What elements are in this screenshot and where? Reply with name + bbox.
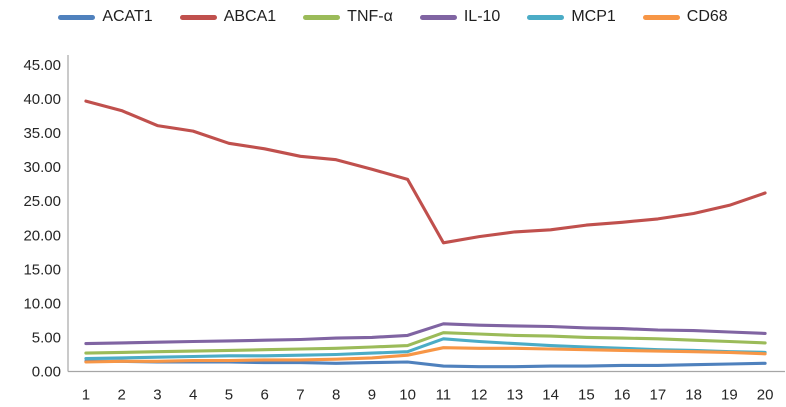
- x-tick-label: 2: [117, 387, 125, 404]
- y-tick-label: 5.00: [32, 329, 61, 346]
- legend-line-swatch-il-10: [419, 14, 457, 20]
- series-line-abca1: [84, 99, 767, 245]
- legend-line-swatch-abca1: [179, 14, 217, 20]
- x-tick-label: 3: [153, 387, 161, 404]
- y-tick-label: 45.00: [23, 57, 61, 74]
- y-tick-label: 20.00: [23, 227, 61, 244]
- x-tick-label: 1: [82, 387, 90, 404]
- legend-line-swatch-mcp1: [527, 14, 565, 20]
- x-tick-label: 5: [225, 387, 233, 404]
- x-tick-label: 20: [757, 387, 774, 404]
- legend-item-mcp1: MCP1: [527, 8, 616, 25]
- x-tick-label: 18: [685, 387, 702, 404]
- x-tick-label: 13: [507, 387, 524, 404]
- y-tick-label: 25.00: [23, 193, 61, 210]
- x-tick-label: 10: [399, 387, 416, 404]
- x-tick-label: 15: [578, 387, 595, 404]
- series-line-cd68: [84, 346, 767, 364]
- x-tick-label: 7: [296, 387, 304, 404]
- legend-label-il-10: IL-10: [463, 8, 501, 25]
- legend-item-tnf-alpha: TNF-α: [303, 9, 393, 25]
- x-tick-label: 11: [436, 387, 452, 404]
- x-tick-label: 4: [189, 387, 197, 404]
- legend-label-mcp1: MCP1: [571, 8, 616, 25]
- legend-line-swatch-cd68: [642, 14, 680, 20]
- x-tick-label: 16: [614, 387, 631, 404]
- y-tick-label: 35.00: [23, 125, 61, 142]
- x-tick-label: 17: [650, 387, 667, 404]
- legend-line-swatch-acat1: [58, 14, 96, 20]
- legend-item-il-10: IL-10: [419, 8, 501, 25]
- x-tick-label: 8: [332, 387, 340, 404]
- x-tick-label: 9: [368, 387, 376, 404]
- x-tick-label: 14: [542, 387, 559, 404]
- y-tick-label: 15.00: [23, 261, 61, 278]
- legend-label-abca1: ABCA1: [223, 8, 277, 25]
- y-tick-label: 0.00: [32, 364, 61, 381]
- chart-legend: ACAT1 ABCA1 TNF-α IL-10 MCP1 CD68: [0, 5, 786, 29]
- y-tick-label: 30.00: [23, 159, 61, 176]
- legend-item-abca1: ABCA1: [179, 8, 277, 25]
- x-tick-label: 6: [260, 387, 268, 404]
- legend-label-tnf-alpha: TNF-α: [347, 8, 393, 25]
- y-tick-label: 10.00: [23, 295, 61, 312]
- legend-item-cd68: CD68: [642, 8, 728, 25]
- legend-label-cd68: CD68: [686, 8, 728, 25]
- legend-line-swatch-tnf-alpha: [303, 14, 341, 20]
- legend-label-acat1: ACAT1: [102, 8, 153, 25]
- series-line-tnf-: [84, 331, 767, 355]
- x-tick-label: 19: [721, 387, 738, 404]
- x-tick-label: 12: [471, 387, 488, 404]
- legend-item-acat1: ACAT1: [58, 8, 153, 25]
- y-tick-label: 40.00: [23, 91, 61, 108]
- series-line-il-10: [84, 322, 767, 346]
